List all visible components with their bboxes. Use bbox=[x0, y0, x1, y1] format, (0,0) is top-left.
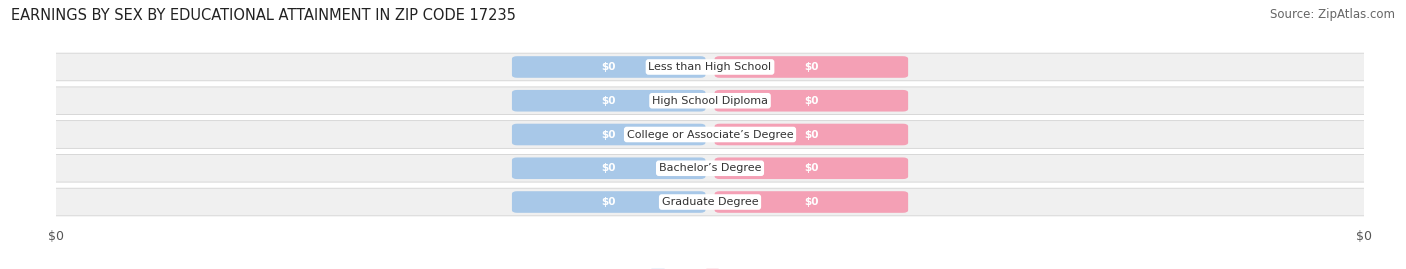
FancyBboxPatch shape bbox=[53, 53, 1367, 81]
FancyBboxPatch shape bbox=[512, 157, 706, 179]
Text: $0: $0 bbox=[804, 62, 818, 72]
Text: $0: $0 bbox=[602, 129, 616, 140]
FancyBboxPatch shape bbox=[512, 191, 706, 213]
FancyBboxPatch shape bbox=[512, 56, 706, 78]
FancyBboxPatch shape bbox=[714, 191, 908, 213]
Text: $0: $0 bbox=[804, 96, 818, 106]
Text: High School Diploma: High School Diploma bbox=[652, 96, 768, 106]
Text: $0: $0 bbox=[602, 197, 616, 207]
FancyBboxPatch shape bbox=[53, 188, 1367, 216]
FancyBboxPatch shape bbox=[53, 121, 1367, 148]
FancyBboxPatch shape bbox=[714, 157, 908, 179]
FancyBboxPatch shape bbox=[714, 124, 908, 145]
FancyBboxPatch shape bbox=[512, 90, 706, 112]
FancyBboxPatch shape bbox=[714, 90, 908, 112]
Text: $0: $0 bbox=[804, 197, 818, 207]
Text: Graduate Degree: Graduate Degree bbox=[662, 197, 758, 207]
Text: $0: $0 bbox=[602, 163, 616, 173]
Text: $0: $0 bbox=[804, 129, 818, 140]
FancyBboxPatch shape bbox=[53, 87, 1367, 115]
Text: College or Associate’s Degree: College or Associate’s Degree bbox=[627, 129, 793, 140]
Text: $0: $0 bbox=[804, 163, 818, 173]
Text: Bachelor’s Degree: Bachelor’s Degree bbox=[659, 163, 761, 173]
Text: EARNINGS BY SEX BY EDUCATIONAL ATTAINMENT IN ZIP CODE 17235: EARNINGS BY SEX BY EDUCATIONAL ATTAINMEN… bbox=[11, 8, 516, 23]
Text: $0: $0 bbox=[602, 62, 616, 72]
FancyBboxPatch shape bbox=[714, 56, 908, 78]
Text: Source: ZipAtlas.com: Source: ZipAtlas.com bbox=[1270, 8, 1395, 21]
Text: $0: $0 bbox=[602, 96, 616, 106]
Text: Less than High School: Less than High School bbox=[648, 62, 772, 72]
FancyBboxPatch shape bbox=[53, 154, 1367, 182]
FancyBboxPatch shape bbox=[512, 124, 706, 145]
Legend: Male, Female: Male, Female bbox=[647, 264, 773, 269]
